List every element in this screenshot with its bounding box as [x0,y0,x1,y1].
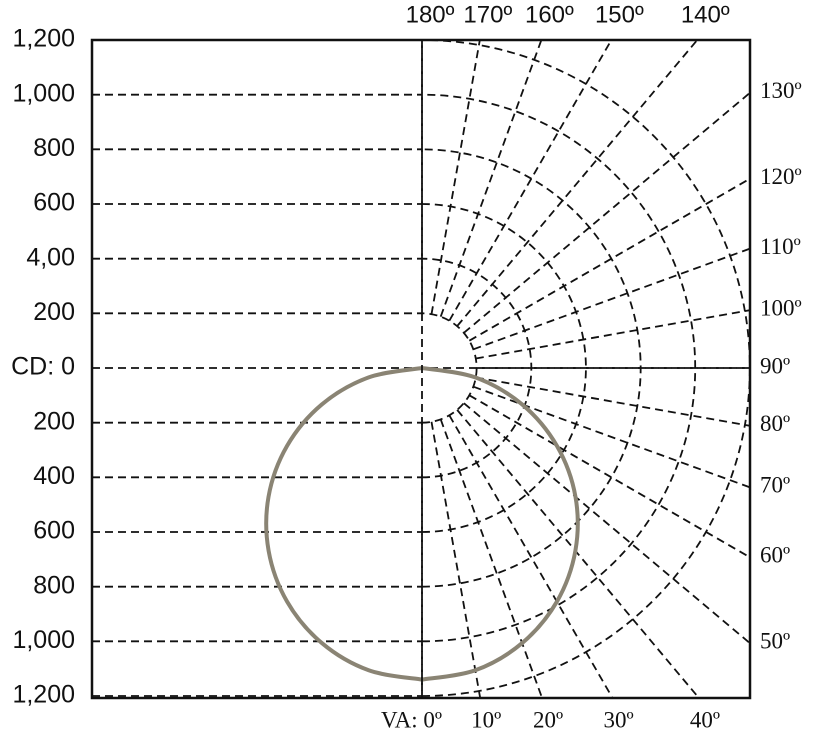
angle-ray [439,40,543,317]
angle-label: 30º [603,707,633,732]
angle-ray [430,421,482,698]
angle-label: VA: 0º [381,707,442,732]
angle-ray [475,309,750,360]
angle-ray [473,247,750,351]
angle-label: 130º [760,78,802,103]
angle-label: 110º [760,234,801,259]
y-tick-label: 4,00 [26,243,75,271]
intensity-curve [264,366,423,682]
angle-ray [475,376,750,427]
angle-ray [463,402,750,644]
y-tick-label: CD: 0 [11,353,75,381]
y-tick-label: 600 [33,189,75,217]
angle-ray [473,385,750,489]
y-tick-label: 1,000 [12,626,75,654]
y-tick-label: 200 [33,407,75,435]
y-tick-label: 1,200 [12,681,75,709]
angle-label: 120º [760,164,802,189]
y-tick-label: 1,200 [12,25,75,53]
labels: 1,200 1,000 800 600 4,00 200 CD: 0 200 400 600 800… [11,1,802,732]
angle-label: 180º [406,1,455,28]
angle-label: 70º [760,473,790,498]
angle-label: 170º [463,1,512,28]
radius-arc [421,203,587,533]
y-tick-label: 400 [33,462,75,490]
y-tick-label: 800 [33,571,75,599]
angle-label: 150º [595,1,644,28]
angle-ray [468,394,750,559]
plot-frame [90,38,752,700]
angle-ray [468,177,750,342]
angle-ray [456,40,698,327]
angle-label: 140º [681,1,730,28]
angle-ray [456,409,700,698]
angle-ray [463,92,750,334]
y-tick-label: 200 [33,298,75,326]
angle-ray [439,419,543,698]
angle-label: 20º [533,707,563,732]
grid [92,40,750,698]
angle-ray [430,40,481,315]
y-tick-label: 800 [33,134,75,162]
angle-label: 10º [471,707,501,732]
angle-ray [448,40,613,322]
angle-ray [448,414,614,698]
angle-label: 60º [760,543,790,568]
curves [264,366,580,682]
angle-label: 160º [525,1,574,28]
y-tick-label: 1,000 [12,79,75,107]
angle-label: 100º [760,295,802,320]
y-tick-label: 600 [33,517,75,545]
angle-label: 40º [690,707,720,732]
intensity-curve [421,366,580,682]
angle-label: 50º [760,629,790,654]
angle-label: 90º [760,353,790,378]
angle-label: 80º [760,411,790,436]
